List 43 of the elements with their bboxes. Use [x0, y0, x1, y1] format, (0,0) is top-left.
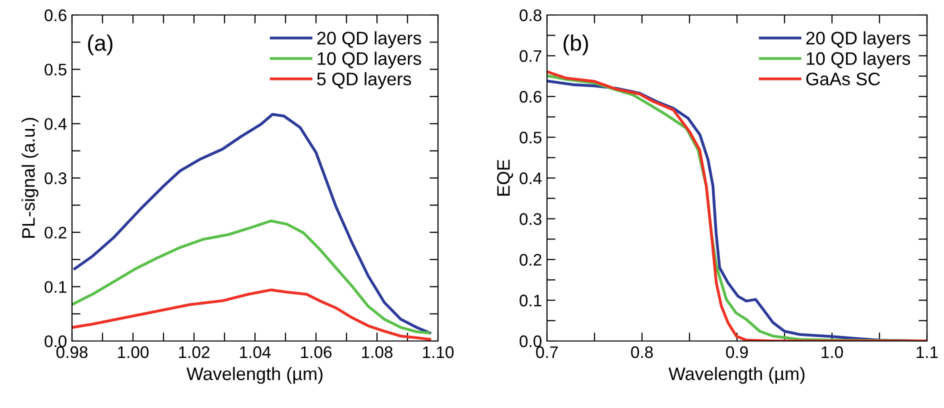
x-tick-label: 0.9 [726, 346, 748, 358]
y-tick-label: 0.6 [520, 90, 542, 103]
x-tick-label: 0.8 [631, 346, 653, 358]
y-tick-label: 0.5 [520, 132, 542, 144]
y-tick-label: 0.2 [520, 254, 542, 266]
x-tick-label: 1.04 [240, 346, 271, 358]
y-tick-label: 0.8 [520, 9, 542, 22]
line-series [73, 113, 432, 334]
annotation: (b) [564, 34, 588, 56]
x-axis-title: Wavelength (µm) [186, 366, 322, 384]
y-tick-label: 0.0 [520, 335, 542, 348]
legend-label: 10 QD layers [318, 52, 422, 69]
x-axis-title: Wavelength (µm) [668, 366, 804, 384]
y-tick-label: 0.0 [44, 335, 66, 348]
x-tick-label: 1.02 [179, 346, 210, 358]
y-tick-label: 0.3 [520, 213, 542, 225]
y-tick-label: 0.6 [44, 9, 66, 22]
y-tick-label: 0.3 [44, 172, 66, 184]
x-tick-label: 1.10 [423, 346, 454, 358]
x-tick-label: 0.7 [536, 346, 558, 358]
annotation: (a) [88, 34, 112, 56]
y-tick-label: 0.2 [44, 226, 66, 239]
y-tick-label: 0.1 [44, 281, 66, 293]
x-tick-label: 0.98 [56, 346, 88, 358]
x-tick-label: 1.06 [301, 346, 332, 358]
y-axis-title: EQE [497, 160, 514, 196]
x-tick-label: 1.08 [362, 346, 392, 358]
y-tick-label: 0.4 [520, 172, 542, 184]
line-series [72, 220, 430, 334]
legend-label: 20 QD layers [317, 31, 422, 48]
legend-label: 20 QD layers [806, 31, 910, 48]
x-tick-label: 1.00 [118, 346, 149, 358]
y-tick-label: 0.4 [44, 118, 67, 130]
y-tick-label: 0.1 [520, 294, 542, 306]
x-tick-label: 1.0 [822, 346, 843, 358]
y-tick-label: 0.5 [44, 64, 66, 76]
x-tick-label: 1.1 [916, 346, 938, 358]
y-axis-title: PL-signal (a.u.) [22, 118, 38, 238]
y-tick-label: 0.7 [520, 50, 542, 62]
legend-label: 10 QD layers [806, 52, 910, 69]
legend-label: 5 QD layers [317, 72, 412, 89]
line-series [72, 288, 432, 341]
legend-label: GaAs SC [806, 72, 880, 86]
